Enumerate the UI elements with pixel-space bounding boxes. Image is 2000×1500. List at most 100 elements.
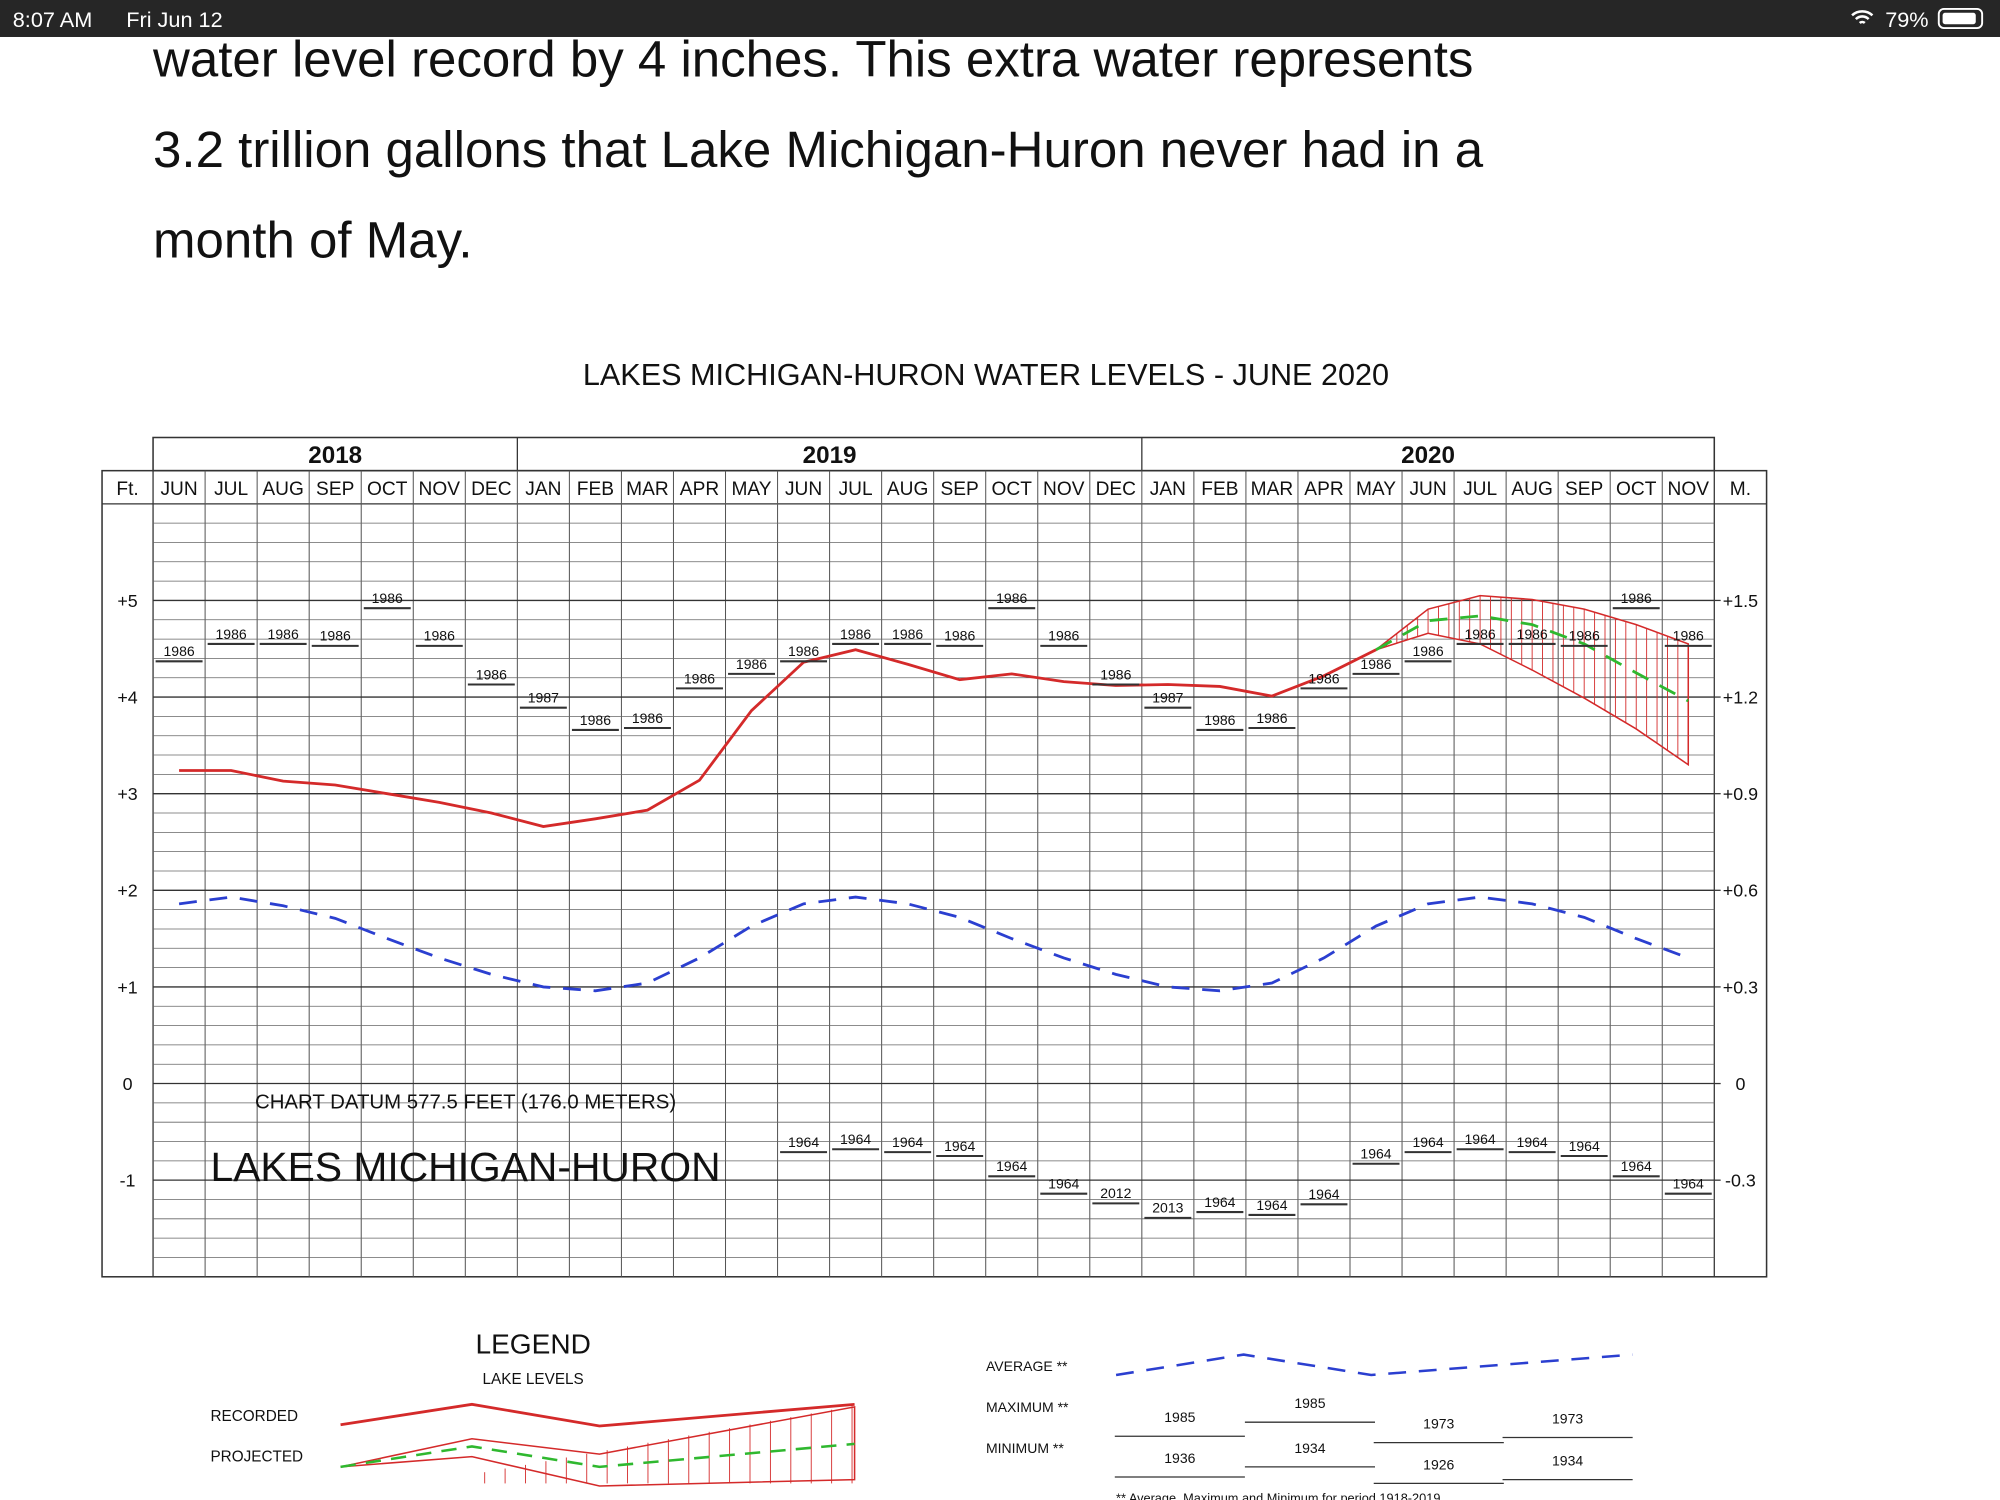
battery-icon <box>1937 7 1984 30</box>
record-year: 1964 <box>1308 1186 1339 1202</box>
article-line: water level record by 4 inches. This ext… <box>152 31 1473 88</box>
record-year: 1986 <box>736 656 767 672</box>
article-line: 3.2 trillion gallons that Lake Michigan-… <box>153 121 1484 178</box>
x-tick-label: AUG <box>262 479 303 500</box>
legend-label: MINIMUM ** <box>986 1440 1064 1456</box>
record-year: 1986 <box>1360 656 1391 672</box>
record-year: 1986 <box>580 712 611 728</box>
y2-tick-label: -0.3 <box>1725 1171 1756 1191</box>
y-tick-label: 0 <box>123 1074 133 1094</box>
x-tick-label: FEB <box>1201 479 1238 500</box>
article-line: month of May. <box>153 212 472 269</box>
legend-title: LEGEND <box>475 1328 590 1359</box>
x-tick-label: APR <box>680 479 719 500</box>
y2-tick-label: +0.3 <box>1723 977 1758 997</box>
x-tick-label: MAR <box>1251 479 1294 500</box>
record-year: 1986 <box>1256 710 1287 726</box>
y-tick-label: +1 <box>117 977 137 997</box>
status-bar <box>0 0 2000 37</box>
record-year: 1986 <box>1308 670 1339 686</box>
y2-tick-label: +1.2 <box>1723 687 1758 707</box>
x-tick-label: NOV <box>1668 479 1710 500</box>
year-frame <box>152 436 1716 472</box>
record-year: 1986 <box>788 643 819 659</box>
record-year: 1986 <box>684 670 715 686</box>
legend-label: MAXIMUM ** <box>986 1399 1069 1415</box>
x-tick-label: OCT <box>367 479 408 500</box>
legend-year: 1926 <box>1423 1456 1454 1472</box>
x-tick-label: JUN <box>785 479 822 500</box>
y2-tick-label: +0.6 <box>1723 881 1758 901</box>
record-year: 1986 <box>268 626 299 642</box>
record-year: 1987 <box>528 690 559 706</box>
x-tick-label: OCT <box>992 479 1033 500</box>
legend-footnote: ** Average, Maximum and Minimum for peri… <box>1116 1491 1440 1500</box>
record-year: 1986 <box>944 628 975 644</box>
x-tick-label: MAY <box>1356 479 1396 500</box>
record-year: 1964 <box>1465 1131 1496 1147</box>
legend-label: AVERAGE ** <box>986 1358 1068 1374</box>
x-tick-label: DEC <box>1096 479 1137 500</box>
record-year: 1964 <box>1204 1194 1235 1210</box>
record-year: 1964 <box>1673 1176 1704 1192</box>
record-year: 1986 <box>1465 626 1496 642</box>
record-year: 1986 <box>996 590 1027 606</box>
annotation: CHART DATUM 577.5 FEET (176.0 METERS) <box>255 1091 676 1113</box>
record-year: 1986 <box>372 590 403 606</box>
chart-title: LAKES MICHIGAN-HURON WATER LEVELS - JUNE… <box>583 358 1389 392</box>
y-axis-label: Ft. <box>116 479 138 500</box>
x-tick-label: JUN <box>160 479 197 500</box>
y-tick-label: +5 <box>117 591 137 611</box>
x-tick-label: JUL <box>1463 479 1497 500</box>
x-tick-label: SEP <box>316 479 354 500</box>
record-year: 1986 <box>632 710 663 726</box>
record-year: 1986 <box>1100 666 1131 682</box>
legend-swatch <box>340 1442 855 1469</box>
x-tick-label: MAY <box>732 479 772 500</box>
record-year: 1986 <box>163 643 194 659</box>
battery-fill <box>1942 12 1976 25</box>
status-time: 8:07 AM <box>13 7 93 32</box>
legend-swatch <box>1115 1353 1633 1377</box>
x-tick-label: MAR <box>626 479 669 500</box>
record-year: 1964 <box>1569 1138 1600 1154</box>
record-year: 1964 <box>996 1158 1027 1174</box>
annotation: LAKES MICHIGAN-HURON <box>211 1144 721 1190</box>
record-year: 1964 <box>788 1134 819 1150</box>
record-year: 1987 <box>1152 690 1183 706</box>
legend-year: 1934 <box>1552 1453 1583 1469</box>
x-tick-label: SEP <box>1565 479 1603 500</box>
record-year: 1964 <box>1517 1134 1548 1150</box>
x-tick-label: APR <box>1304 479 1343 500</box>
record-year: 1964 <box>840 1131 871 1147</box>
record-year: 1986 <box>1048 628 1079 644</box>
record-year: 1986 <box>1412 643 1443 659</box>
record-year: 1986 <box>1673 628 1704 644</box>
year-label: 2019 <box>803 442 857 469</box>
x-tick-label: JUN <box>1409 479 1446 500</box>
record-year: 1986 <box>476 666 507 682</box>
x-tick-label: JUL <box>214 479 248 500</box>
x-tick-label: SEP <box>941 479 979 500</box>
projection-range <box>1375 594 1690 767</box>
record-year: 1986 <box>216 626 247 642</box>
y-tick-label: -1 <box>120 1171 136 1191</box>
x-tick-label: JAN <box>1150 479 1186 500</box>
record-year: 1986 <box>1517 626 1548 642</box>
legend-swatch <box>340 1405 856 1487</box>
record-year: 1964 <box>944 1138 975 1154</box>
legend-label: RECORDED <box>210 1408 298 1425</box>
x-tick-label: AUG <box>1511 479 1552 500</box>
record-year: 1986 <box>1204 712 1235 728</box>
record-year: 1964 <box>1360 1146 1391 1162</box>
legend-year: 1934 <box>1294 1440 1325 1456</box>
legend: LEGEND LAKE LEVELS RECORDED PROJECTED AV… <box>210 1328 1633 1500</box>
legend-year: 1985 <box>1294 1395 1325 1411</box>
y2-tick-label: +1.5 <box>1723 591 1758 611</box>
y2-axis-label: M. <box>1730 479 1751 500</box>
y2-tick-label: +0.9 <box>1723 784 1758 804</box>
legend-year: 1973 <box>1423 1416 1454 1432</box>
y-tick-label: +4 <box>117 687 137 707</box>
series-line <box>1375 614 1689 703</box>
